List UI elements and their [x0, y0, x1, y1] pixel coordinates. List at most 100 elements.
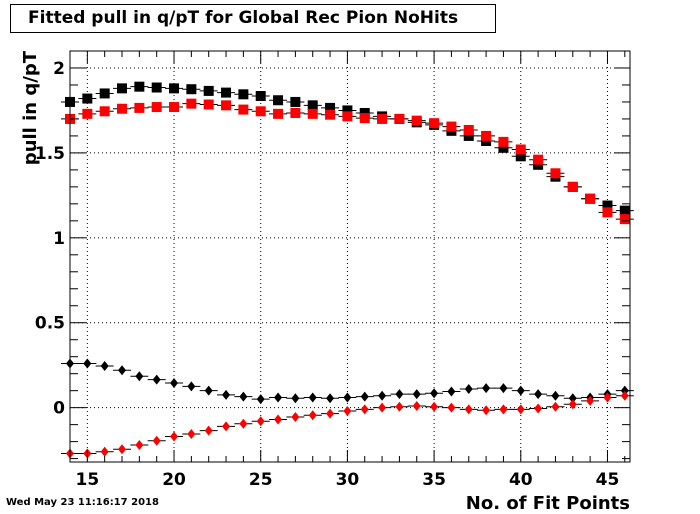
data-point — [447, 402, 456, 413]
data-point — [221, 87, 232, 98]
data-point — [395, 401, 404, 412]
data-point — [620, 390, 629, 401]
data-point — [343, 392, 352, 403]
data-point — [170, 431, 179, 442]
data-point — [307, 108, 318, 119]
x-tick-label: 25 — [249, 470, 273, 490]
data-point — [534, 389, 543, 400]
data-point — [151, 82, 162, 93]
data-point — [83, 358, 92, 369]
data-point — [187, 381, 196, 392]
data-point — [395, 389, 404, 400]
data-point — [568, 399, 577, 410]
data-point — [325, 109, 336, 120]
data-point — [343, 406, 352, 417]
data-point — [187, 428, 196, 439]
data-point — [290, 107, 301, 118]
data-point — [464, 404, 473, 415]
data-point — [326, 393, 335, 404]
data-point — [499, 404, 508, 415]
x-tick-label: 30 — [336, 470, 360, 490]
axes: 15 20 25 30 35 40 45 0 0.5 1 1.5 2 — [35, 50, 630, 490]
series-2 — [61, 358, 634, 405]
data-point — [378, 390, 387, 401]
y-tick-label: 0.5 — [35, 314, 65, 334]
y-tick-label: 2 — [53, 59, 65, 79]
data-point — [515, 151, 526, 162]
data-point — [117, 103, 128, 114]
data-point — [533, 159, 544, 170]
data-point — [429, 118, 440, 129]
data-point — [430, 401, 439, 412]
data-point — [117, 83, 128, 94]
data-point — [99, 88, 110, 99]
data-point — [360, 391, 369, 402]
data-point — [515, 144, 526, 155]
x-tick-label: 40 — [509, 470, 533, 490]
data-point — [359, 107, 370, 118]
y-tick-label: 1.5 — [35, 144, 65, 164]
data-point — [151, 102, 162, 113]
data-point — [482, 383, 491, 394]
data-point — [100, 446, 109, 457]
plot-frame — [69, 50, 631, 463]
y-tick-label: 1 — [53, 229, 65, 249]
data-point — [170, 378, 179, 389]
data-point — [118, 365, 127, 376]
data-point — [291, 393, 300, 404]
data-point — [498, 142, 509, 153]
data-point — [481, 136, 492, 147]
data-point — [602, 207, 613, 218]
data-point — [291, 411, 300, 422]
chart-title: Fitted pull in q/pT for Global Rec Pion … — [10, 4, 496, 33]
data-point — [412, 389, 421, 400]
data-point — [326, 408, 335, 419]
data-point — [586, 395, 595, 406]
data-point — [378, 402, 387, 413]
data-point — [169, 83, 180, 94]
data-point — [222, 389, 231, 400]
data-point — [82, 108, 93, 119]
data-point — [463, 130, 474, 141]
data-point — [134, 102, 145, 113]
data-point — [290, 96, 301, 107]
data-point — [377, 113, 388, 124]
data-point — [602, 200, 613, 211]
data-point — [568, 393, 577, 404]
data-point — [411, 115, 422, 126]
data-point — [394, 113, 405, 124]
data-point — [118, 444, 127, 455]
x-tick-label: 35 — [422, 470, 446, 490]
x-axis-title: No. of Fit Points — [466, 493, 630, 514]
data-point — [619, 205, 630, 216]
x-tick-label: 20 — [162, 470, 186, 490]
data-point — [567, 181, 578, 192]
data-point — [169, 102, 180, 113]
data-point — [204, 385, 213, 396]
data-point — [463, 124, 474, 135]
data-point — [134, 81, 145, 92]
data-point — [603, 392, 612, 403]
data-point — [135, 371, 144, 382]
data-point — [99, 106, 110, 117]
grid — [70, 51, 630, 462]
data-point — [203, 99, 214, 110]
data-point — [239, 418, 248, 429]
data-point — [135, 440, 144, 451]
data-point — [482, 405, 491, 416]
data-point — [152, 374, 161, 385]
data-point — [551, 390, 560, 401]
data-point — [308, 392, 317, 403]
data-point — [464, 383, 473, 394]
x-tick-label: 45 — [596, 470, 620, 490]
data-point — [274, 392, 283, 403]
series-1 — [61, 98, 634, 225]
data-point — [221, 100, 232, 111]
data-point — [256, 394, 265, 405]
data-point — [256, 416, 265, 427]
data-point — [203, 85, 214, 96]
y-axis-title: pull in q/pT — [20, 50, 41, 165]
data-point — [342, 105, 353, 116]
data-point — [273, 95, 284, 106]
